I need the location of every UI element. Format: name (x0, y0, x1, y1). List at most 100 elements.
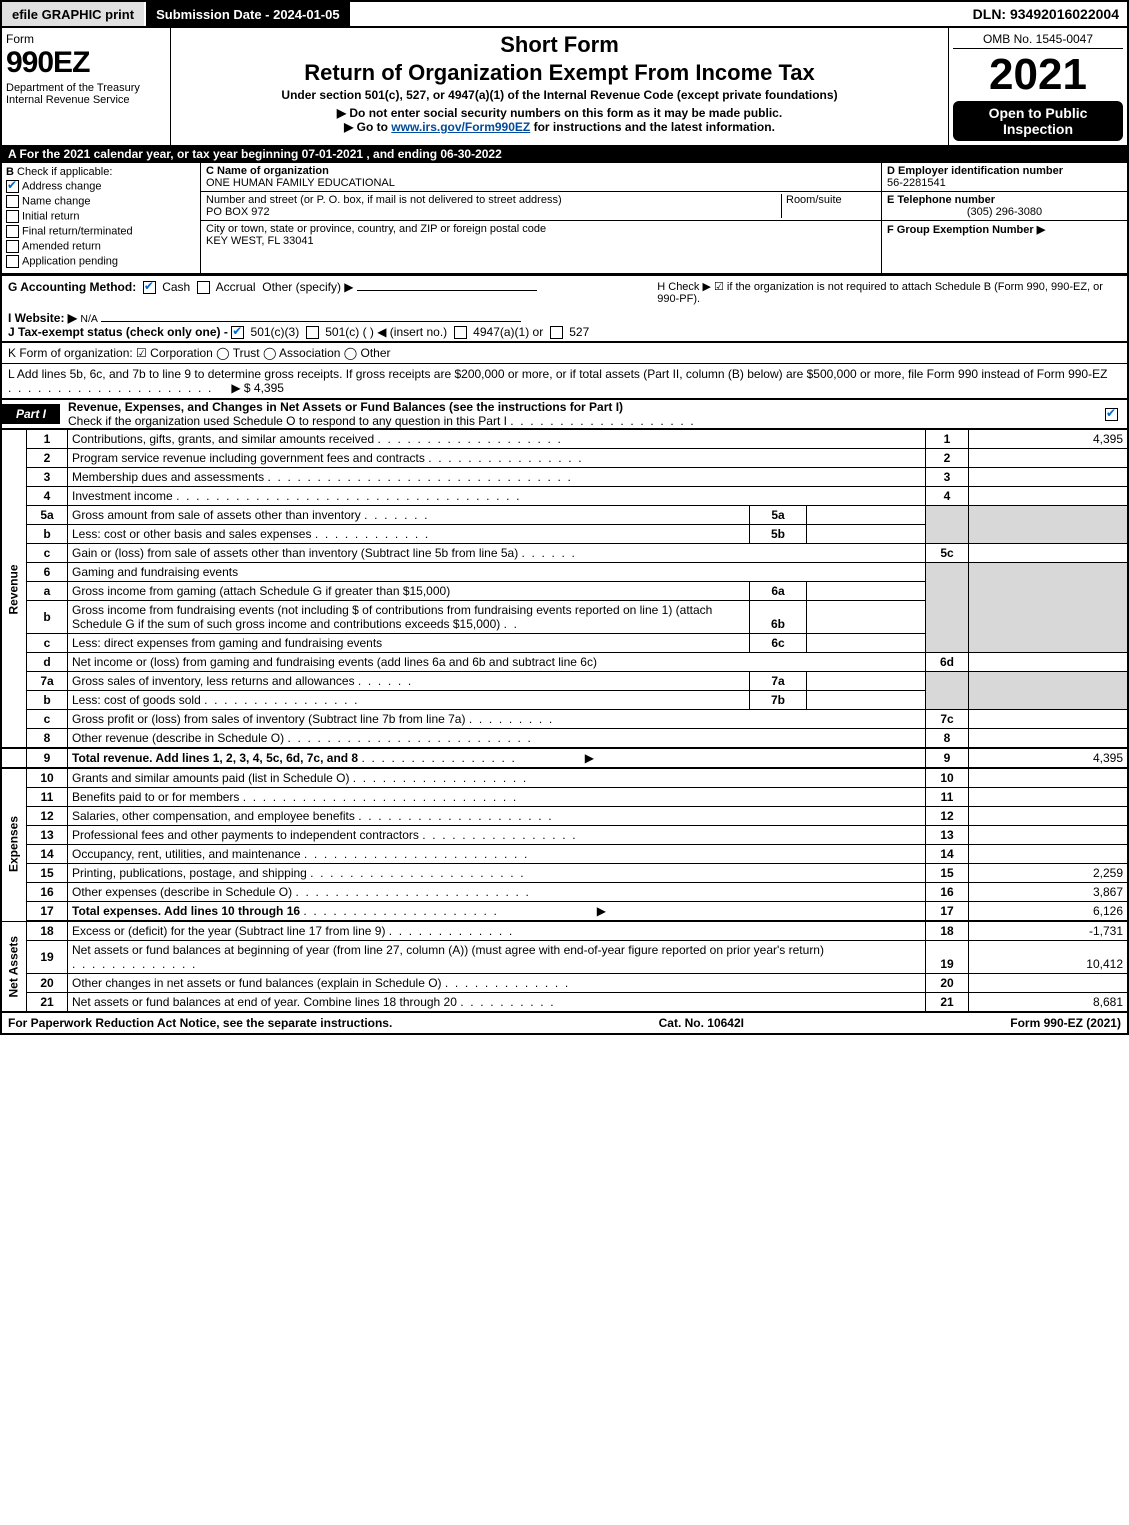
line-desc: Net income or (loss) from gaming and fun… (68, 653, 926, 672)
checkbox-final-return[interactable] (6, 225, 19, 238)
line-rnum: 1 (926, 430, 969, 449)
form-number: 990EZ (6, 46, 166, 80)
part1-tag: Part I (2, 404, 60, 424)
line-rnum: 7c (926, 710, 969, 729)
g-other: Other (specify) ▶ (262, 280, 353, 294)
line-val (969, 487, 1129, 506)
checkbox-501c[interactable] (306, 326, 319, 339)
line-num: 13 (27, 826, 68, 845)
line-num: 8 (27, 729, 68, 749)
line-rnum: 12 (926, 807, 969, 826)
line-desc: Net assets or fund balances at beginning… (72, 943, 824, 957)
table-row: 20 Other changes in net assets or fund b… (1, 974, 1128, 993)
j-501c: 501(c) ( ) ◀ (insert no.) (325, 325, 447, 339)
line-num: c (27, 634, 68, 653)
omb-number: OMB No. 1545-0047 (953, 32, 1123, 49)
line-val (969, 807, 1129, 826)
checkbox-address-change[interactable] (6, 180, 19, 193)
line-desc: Less: direct expenses from gaming and fu… (68, 634, 750, 653)
line-val (969, 468, 1129, 487)
line-rnum: 15 (926, 864, 969, 883)
line-desc: Net assets or fund balances at end of ye… (72, 995, 457, 1009)
info-grid: B Check if applicable: Address change Na… (0, 163, 1129, 275)
table-row: Expenses 10 Grants and similar amounts p… (1, 768, 1128, 788)
do-not-enter-text: ▶ Do not enter social security numbers o… (177, 106, 942, 120)
check-if-applicable: B Check if applicable: Address change Na… (2, 163, 201, 273)
expenses-vlabel: Expenses (1, 768, 27, 921)
line-desc: Contributions, gifts, grants, and simila… (72, 432, 374, 446)
line-num: b (27, 691, 68, 710)
line-num: 18 (27, 921, 68, 941)
line-val: 10,412 (969, 941, 1129, 974)
line-num: b (27, 601, 68, 634)
line-val: 2,259 (969, 864, 1129, 883)
header-center: Short Form Return of Organization Exempt… (171, 28, 949, 145)
line-desc: Total revenue. Add lines 1, 2, 3, 4, 5c,… (72, 751, 358, 765)
line-desc: Other changes in net assets or fund bala… (72, 976, 442, 990)
footer-right: Form 990-EZ (2021) (1010, 1016, 1121, 1030)
line-val: -1,731 (969, 921, 1129, 941)
check-label-0: Address change (22, 180, 102, 192)
part1-sub: Check if the organization used Schedule … (68, 414, 507, 428)
form-label: Form (6, 32, 166, 46)
checkbox-schedule-o[interactable] (1105, 408, 1118, 421)
short-form-title: Short Form (177, 32, 942, 58)
checkbox-cash[interactable] (143, 281, 156, 294)
line-rnum: 21 (926, 993, 969, 1012)
row-g-h: G Accounting Method: Cash Accrual Other … (0, 275, 1129, 309)
checkbox-application-pending[interactable] (6, 255, 19, 268)
line-val: 3,867 (969, 883, 1129, 902)
line-rnum: 16 (926, 883, 969, 902)
checkbox-initial-return[interactable] (6, 210, 19, 223)
line-num: 4 (27, 487, 68, 506)
line-desc: Printing, publications, postage, and shi… (72, 866, 307, 880)
goto-text: ▶ Go to www.irs.gov/Form990EZ for instru… (177, 120, 942, 134)
line-subval (807, 672, 926, 691)
line-desc: Gaming and fundraising events (68, 563, 926, 582)
room-label: Room/suite (786, 194, 842, 206)
irs-link[interactable]: www.irs.gov/Form990EZ (391, 120, 530, 134)
netassets-vlabel: Net Assets (1, 921, 27, 1012)
line-num: c (27, 544, 68, 563)
h-check: H Check ▶ ☑ if the organization is not r… (657, 280, 1121, 305)
line-val (969, 845, 1129, 864)
line-rnum: 5c (926, 544, 969, 563)
checkbox-accrual[interactable] (197, 281, 210, 294)
line-num: 20 (27, 974, 68, 993)
section-a-bar: A For the 2021 calendar year, or tax yea… (0, 145, 1129, 163)
table-row: 15 Printing, publications, postage, and … (1, 864, 1128, 883)
line-num: 2 (27, 449, 68, 468)
part1-header: Part I Revenue, Expenses, and Changes in… (0, 400, 1129, 429)
checkbox-501c3[interactable] (231, 326, 244, 339)
group-label: F Group Exemption Number ▶ (887, 224, 1045, 236)
line-rnum: 9 (926, 748, 969, 768)
submission-date-button[interactable]: Submission Date - 2024-01-05 (146, 2, 352, 26)
checkbox-4947[interactable] (454, 326, 467, 339)
checkbox-527[interactable] (550, 326, 563, 339)
revenue-vlabel: Revenue (1, 430, 27, 749)
checkbox-name-change[interactable] (6, 195, 19, 208)
line-desc: Investment income (72, 489, 173, 503)
efile-button[interactable]: efile GRAPHIC print (2, 2, 146, 26)
line-desc: Grants and similar amounts paid (list in… (72, 771, 349, 785)
check-label-4: Amended return (22, 240, 101, 252)
form-header: Form 990EZ Department of the Treasury In… (0, 28, 1129, 145)
line-desc: Professional fees and other payments to … (72, 828, 419, 842)
line-val (969, 788, 1129, 807)
street-value: PO BOX 972 (206, 206, 270, 218)
line-desc: Program service revenue including govern… (72, 451, 425, 465)
line-desc: Membership dues and assessments (72, 470, 264, 484)
g-label: G Accounting Method: (8, 280, 136, 294)
line-subcol: 6c (750, 634, 807, 653)
table-row: 21 Net assets or fund balances at end of… (1, 993, 1128, 1012)
table-row: Revenue 1 Contributions, gifts, grants, … (1, 430, 1128, 449)
line-desc: Occupancy, rent, utilities, and maintena… (72, 847, 301, 861)
tel-value: (305) 296-3080 (887, 206, 1122, 218)
line-desc: Less: cost of goods sold (72, 693, 201, 707)
line-rnum: 3 (926, 468, 969, 487)
checkbox-amended[interactable] (6, 240, 19, 253)
line-num: 14 (27, 845, 68, 864)
grey-cell (926, 563, 969, 653)
i-label: I Website: ▶ (8, 311, 77, 325)
line-subval (807, 601, 926, 634)
